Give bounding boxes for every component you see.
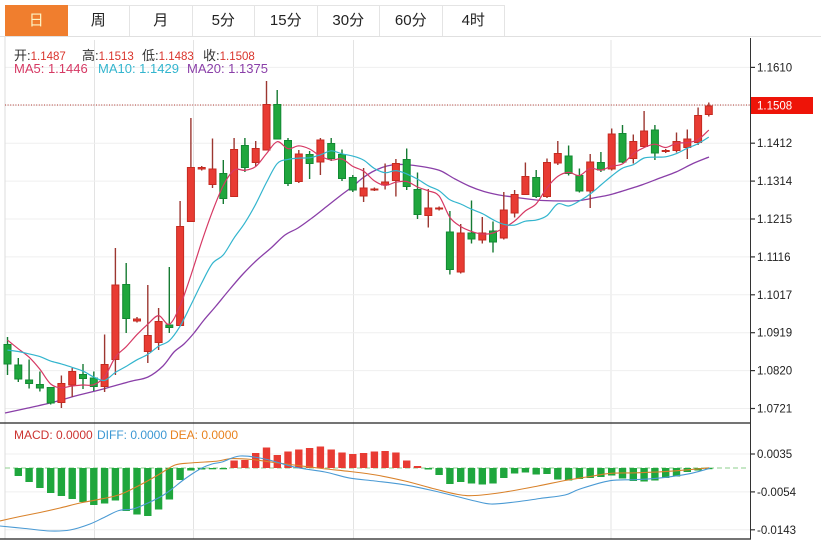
svg-text:1.1610: 1.1610 xyxy=(757,62,792,74)
svg-text:1.1314: 1.1314 xyxy=(757,176,793,188)
svg-text:1.1412: 1.1412 xyxy=(757,138,792,150)
svg-text:1.1116: 1.1116 xyxy=(757,252,790,264)
svg-text:1.0820: 1.0820 xyxy=(757,366,792,378)
svg-text:-0.0143: -0.0143 xyxy=(757,525,796,537)
svg-text:1.1215: 1.1215 xyxy=(757,214,792,226)
svg-text:1.1508: 1.1508 xyxy=(757,101,792,113)
svg-text:1.0919: 1.0919 xyxy=(757,328,792,340)
svg-text:-0.0054: -0.0054 xyxy=(757,487,797,499)
svg-text:1.0721: 1.0721 xyxy=(757,404,792,416)
svg-text:1.1017: 1.1017 xyxy=(757,290,792,302)
svg-text:0.0035: 0.0035 xyxy=(757,449,792,461)
